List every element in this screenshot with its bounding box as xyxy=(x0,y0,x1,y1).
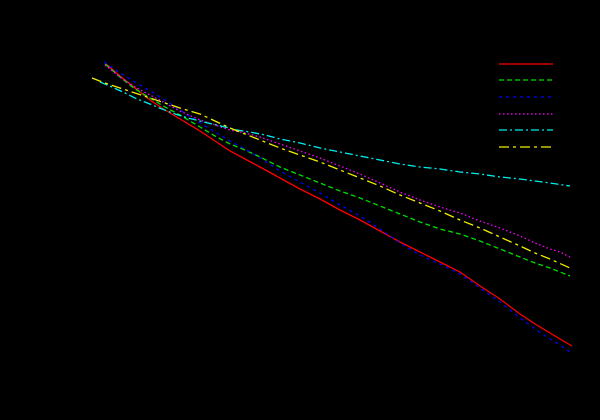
series-red-solid-line xyxy=(105,63,573,347)
legend xyxy=(499,63,553,148)
series-green-dashed-line xyxy=(104,63,571,277)
plot-series xyxy=(91,61,573,353)
series-yellow-dash-dot-line xyxy=(91,77,571,269)
series-magenta-dotted-line xyxy=(104,64,571,258)
series-blue-short-dash-line xyxy=(103,61,571,353)
series-cyan-dash-dot-line xyxy=(99,81,571,187)
